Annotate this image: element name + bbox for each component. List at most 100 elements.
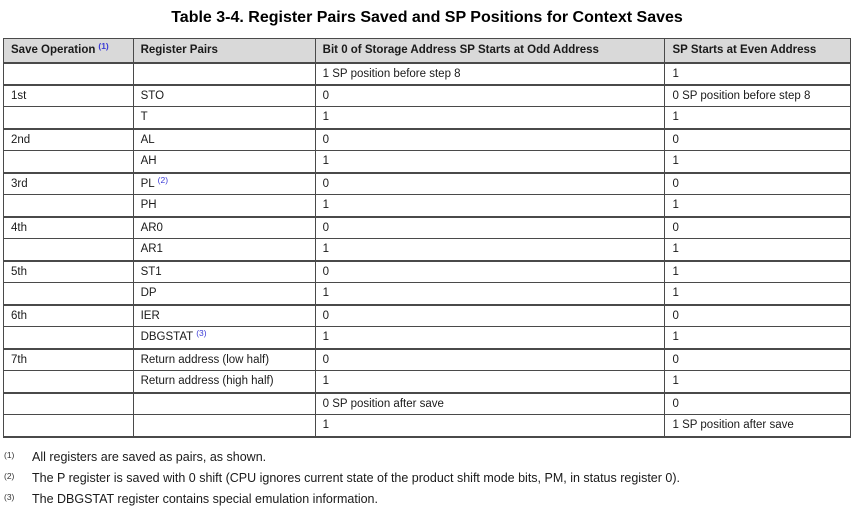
cell-even-address: 1	[664, 150, 851, 173]
footnote-marker: (1)	[4, 449, 15, 460]
cell-save-operation	[3, 414, 134, 438]
cell-save-operation: 5th	[3, 259, 134, 283]
table-row: Return address (high half) 1 1	[3, 370, 851, 393]
cell-even-address: 0	[664, 347, 851, 371]
footnote: (3) The DBGSTAT register contains specia…	[4, 489, 854, 510]
cell-save-operation	[3, 282, 134, 305]
cell-odd-address: 0	[314, 127, 666, 151]
cell-even-address: 0	[664, 171, 851, 195]
cell-register-pairs: AL	[132, 127, 316, 151]
table-row: 6th IER 0 0	[3, 303, 851, 327]
cell-save-operation	[3, 194, 134, 217]
footnotes: (1) All registers are saved as pairs, as…	[4, 447, 854, 510]
cell-even-address: 0	[664, 215, 851, 239]
footnote-marker: (2)	[4, 470, 15, 481]
table-row: 1st STO 0 0 SP position before step 8	[3, 83, 851, 107]
cell-odd-address: 1 SP position before step 8	[314, 62, 666, 85]
footnote-ref: (2)	[157, 174, 169, 185]
page-title: Table 3-4. Register Pairs Saved and SP P…	[171, 9, 683, 26]
cell-save-operation	[3, 62, 134, 85]
cell-save-operation	[3, 106, 134, 129]
table-row: 2nd AL 0 0	[3, 127, 851, 151]
table-header-row: Save Operation (1) Register Pairs Bit 0 o…	[3, 38, 851, 64]
cell-save-operation	[3, 238, 134, 261]
cell-odd-address: 1	[314, 238, 666, 261]
cell-register-pairs: AR1	[132, 238, 316, 261]
register-pairs-table: Save Operation (1) Register Pairs Bit 0 o…	[3, 38, 851, 438]
cell-even-address: 1	[664, 238, 851, 261]
table-row: PH 1 1	[3, 194, 851, 217]
cell-even-address: 1	[664, 370, 851, 393]
cell-even-address: 1	[664, 62, 851, 85]
cell-even-address: 0	[664, 391, 851, 415]
cell-register-pairs: PL (2)	[132, 171, 316, 195]
header-cell-odd-address: Bit 0 of Storage Address SP Starts at Od…	[314, 38, 666, 64]
table-row: T 1 1	[3, 106, 851, 129]
cell-save-operation: 1st	[3, 83, 134, 107]
cell-odd-address: 0	[314, 347, 666, 371]
table-row: DP 1 1	[3, 282, 851, 305]
cell-register-pairs: AR0	[132, 215, 316, 239]
cell-save-operation: 4th	[3, 215, 134, 239]
table-row: 3rd PL (2) 0 0	[3, 171, 851, 195]
cell-even-address: 1 SP position after save	[664, 414, 851, 438]
cell-register-pairs: DP	[132, 282, 316, 305]
cell-odd-address: 1	[314, 282, 666, 305]
cell-even-address: 1	[664, 106, 851, 129]
footnote-text: The DBGSTAT register contains special em…	[32, 491, 378, 506]
table-row: 7th Return address (low half) 0 0	[3, 347, 851, 371]
cell-register-pairs	[132, 391, 316, 415]
table-row: 1 SP position before step 8 1	[3, 62, 851, 85]
cell-even-address: 0	[664, 127, 851, 151]
table-body: 1 SP position before step 8 1 1st STO 0 …	[3, 62, 851, 438]
cell-odd-address: 1	[314, 370, 666, 393]
cell-register-pairs: ST1	[132, 259, 316, 283]
cell-save-operation	[3, 150, 134, 173]
cell-register-pairs	[132, 62, 316, 85]
table-row: DBGSTAT (3) 1 1	[3, 326, 851, 349]
table-row: AH 1 1	[3, 150, 851, 173]
header-cell-even-address: SP Starts at Even Address	[664, 38, 851, 64]
cell-odd-address: 0	[314, 215, 666, 239]
cell-save-operation	[3, 370, 134, 393]
footnote: (2) The P register is saved with 0 shift…	[4, 468, 854, 489]
header-cell-save-operation: Save Operation (1)	[3, 38, 134, 64]
cell-register-pairs: DBGSTAT (3)	[132, 326, 316, 349]
table-row: 1 1 SP position after save	[3, 414, 851, 438]
footnote-text: The P register is saved with 0 shift (CP…	[32, 470, 680, 485]
cell-odd-address: 0	[314, 83, 666, 107]
cell-odd-address: 1	[314, 414, 666, 438]
cell-save-operation: 3rd	[3, 171, 134, 195]
header-cell-register-pairs: Register Pairs	[132, 38, 316, 64]
cell-even-address: 1	[664, 326, 851, 349]
table-row: 0 SP position after save 0	[3, 391, 851, 415]
footnote-text: All registers are saved as pairs, as sho…	[32, 449, 267, 464]
cell-even-address: 1	[664, 259, 851, 283]
cell-save-operation: 7th	[3, 347, 134, 371]
cell-even-address: 1	[664, 282, 851, 305]
cell-odd-address: 0	[314, 303, 666, 327]
cell-odd-address: 0	[314, 171, 666, 195]
cell-save-operation	[3, 326, 134, 349]
cell-odd-address: 1	[314, 194, 666, 217]
table-row: AR1 1 1	[3, 238, 851, 261]
cell-register-pairs: PH	[132, 194, 316, 217]
cell-even-address: 0 SP position before step 8	[664, 83, 851, 107]
footnote-ref: (1)	[98, 41, 109, 52]
cell-odd-address: 1	[314, 106, 666, 129]
cell-even-address: 0	[664, 303, 851, 327]
footnote: (1) All registers are saved as pairs, as…	[4, 447, 854, 468]
cell-register-pairs: Return address (high half)	[132, 370, 316, 393]
table-row: 5th ST1 0 1	[3, 259, 851, 283]
cell-register-pairs: T	[132, 106, 316, 129]
cell-odd-address: 0 SP position after save	[314, 391, 666, 415]
footnote-ref: (3)	[196, 328, 207, 339]
footnote-marker: (3)	[4, 491, 15, 502]
cell-register-pairs: IER	[132, 303, 316, 327]
cell-odd-address: 1	[314, 150, 666, 173]
table-row: 4th AR0 0 0	[3, 215, 851, 239]
cell-register-pairs	[132, 414, 316, 438]
cell-register-pairs: Return address (low half)	[132, 347, 316, 371]
cell-odd-address: 1	[314, 326, 666, 349]
cell-even-address: 1	[664, 194, 851, 217]
